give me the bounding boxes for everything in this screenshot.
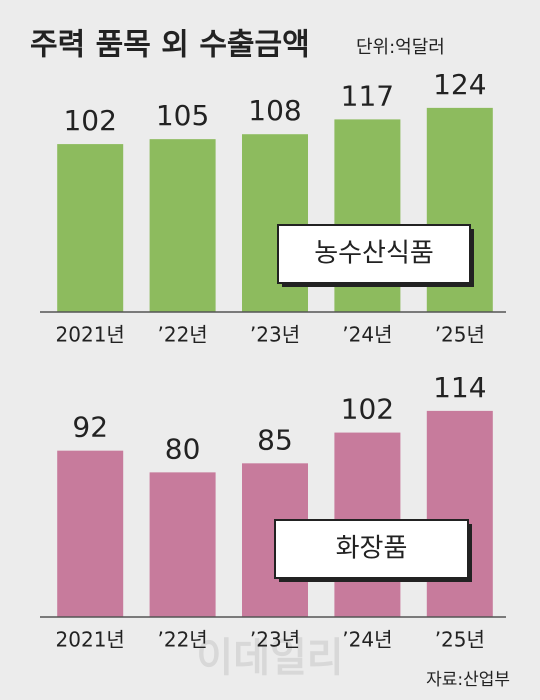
data-label: 114 [433, 371, 486, 404]
chart-title: 주력 품목 외 수출금액 [30, 28, 310, 63]
x-tick-label: ’25년 [435, 323, 485, 347]
data-label: 92 [72, 411, 108, 444]
x-tick-label: ’24년 [342, 323, 392, 347]
x-tick-label: 2021년 [56, 323, 125, 347]
x-tick-label: ’22년 [157, 323, 207, 347]
x-tick-label: ’25년 [435, 628, 485, 652]
bar [149, 472, 216, 617]
bar [57, 144, 124, 312]
legend-box [277, 224, 471, 284]
bar [149, 139, 216, 312]
data-label: 105 [156, 99, 209, 132]
x-tick-label: ’23년 [250, 323, 300, 347]
legend-box [274, 519, 469, 579]
x-tick-label: 2021년 [56, 628, 125, 652]
x-tick-label: ’22년 [157, 628, 207, 652]
data-label: 108 [248, 94, 301, 127]
watermark: 이데일리 [196, 635, 343, 681]
data-label: 80 [165, 432, 201, 465]
data-label: 102 [341, 393, 394, 426]
bar [426, 410, 493, 617]
x-tick-label: ’23년 [250, 628, 300, 652]
bar [57, 450, 124, 617]
data-label: 124 [433, 68, 486, 101]
unit-label: 단위:억달러 [356, 37, 445, 58]
data-label: 102 [63, 104, 116, 137]
source-label: 자료:산업부 [426, 670, 510, 690]
legend-label: 화장품 [336, 534, 408, 564]
x-tick-label: ’24년 [342, 628, 392, 652]
data-label: 85 [257, 423, 293, 456]
legend-label: 농수산식품 [314, 239, 434, 269]
data-label: 117 [341, 79, 394, 112]
